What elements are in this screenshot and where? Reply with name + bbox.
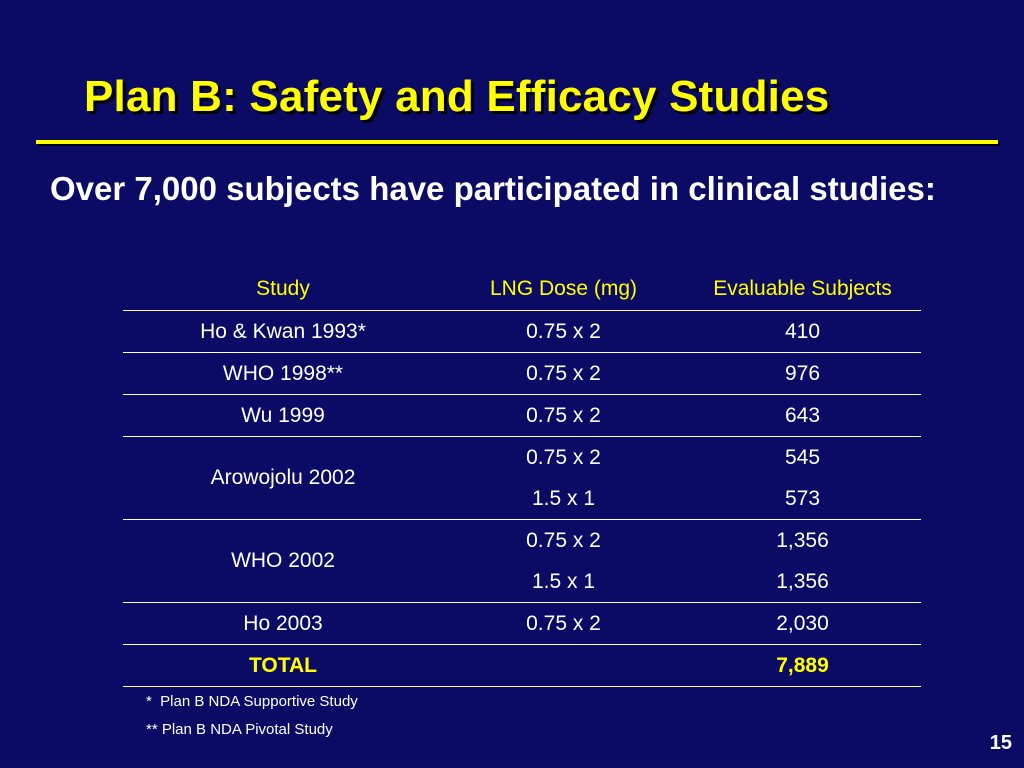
header-study: Study <box>123 238 443 311</box>
total-dose <box>443 644 684 687</box>
footnotes: * Plan B NDA Supportive Study ** Plan B … <box>146 688 358 744</box>
header-lng-dose: LNG Dose (mg) <box>443 238 684 311</box>
table-row: Wu 1999 0.75 x 2 643 <box>123 394 921 437</box>
dose-cell: 1.5 x 1 <box>443 478 684 520</box>
study-cell: WHO 2002 <box>123 519 443 603</box>
study-cell: Ho 2003 <box>123 602 443 645</box>
study-cell: Ho & Kwan 1993* <box>123 310 443 353</box>
table-row: WHO 2002 0.75 x 2 1,356 <box>123 519 921 603</box>
slide-subtitle: Over 7,000 subjects have participated in… <box>50 170 936 207</box>
dose-cell: 0.75 x 2 <box>443 394 684 437</box>
study-cell: Arowojolu 2002 <box>123 436 443 520</box>
dose-cell: 0.75 x 2 <box>443 352 684 395</box>
table-row: Ho 2003 0.75 x 2 2,030 <box>123 602 921 645</box>
studies-table: Study LNG Dose (mg) Evaluable Subjects H… <box>123 238 921 687</box>
subjects-cell: 573 <box>684 478 921 520</box>
table-row: 1.5 x 1 1,356 <box>123 561 921 603</box>
title-underline <box>36 140 998 144</box>
dose-cell: 0.75 x 2 <box>443 602 684 645</box>
subjects-cell: 2,030 <box>684 602 921 645</box>
dose-cell: 0.75 x 2 <box>526 445 601 469</box>
dose-cell: 1.5 x 1 <box>443 561 684 603</box>
subjects-cell: 643 <box>684 394 921 437</box>
page-number: 15 <box>989 732 1012 754</box>
table-row: Ho & Kwan 1993* 0.75 x 2 410 <box>123 310 921 353</box>
subjects-cell: 1,356 <box>776 528 829 552</box>
table-row: Arowojolu 2002 0.75 x 2 545 <box>123 436 921 520</box>
footnote-pivotal: ** Plan B NDA Pivotal Study <box>146 721 333 738</box>
subjects-cell: 410 <box>684 310 921 353</box>
subjects-cell: 545 <box>784 445 821 469</box>
table-row: WHO 1998** 0.75 x 2 976 <box>123 352 921 395</box>
subjects-cell: 976 <box>684 352 921 395</box>
dose-cell: 0.75 x 2 <box>526 528 601 552</box>
total-label: TOTAL <box>123 644 443 687</box>
table-header-row: Study LNG Dose (mg) Evaluable Subjects <box>123 238 921 311</box>
dose-cell: 0.75 x 2 <box>443 310 684 353</box>
study-cell: Wu 1999 <box>123 394 443 437</box>
total-row: TOTAL 7,889 <box>123 644 921 687</box>
total-subjects: 7,889 <box>684 644 921 687</box>
footnote-supportive: * Plan B NDA Supportive Study <box>146 693 358 710</box>
study-cell: WHO 1998** <box>123 352 443 395</box>
subjects-cell: 1,356 <box>684 561 921 603</box>
table-row: 1.5 x 1 573 <box>123 478 921 520</box>
slide-title: Plan B: Safety and Efficacy Studies <box>84 72 830 121</box>
header-evaluable-subjects: Evaluable Subjects <box>684 238 921 311</box>
